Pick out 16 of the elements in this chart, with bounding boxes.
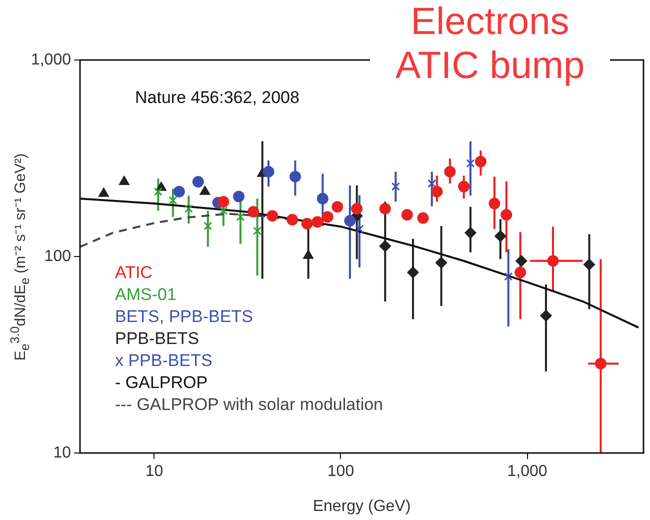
x-tick-label: 100 <box>327 463 354 480</box>
text: ATIC <box>115 262 154 284</box>
y-tick-label: 100 <box>44 248 72 265</box>
text: AMS-01 <box>115 284 178 306</box>
y-tick-label: 10 <box>53 444 72 462</box>
text: x PPB-BETS <box>115 350 214 372</box>
text: - GALPROP <box>115 372 209 394</box>
annotation: Nature 456:362, 2008 <box>135 88 300 108</box>
text: PPB-BETS <box>115 328 200 350</box>
x-tick-label: 10 <box>145 463 164 480</box>
x-axis-title: Energy (GeV) <box>312 498 411 515</box>
x-tick-label: 1,000 <box>507 463 548 480</box>
chart-title: Electrons ATIC bump <box>370 0 610 88</box>
text: BETS, PPB-BETS <box>115 306 254 328</box>
text: --- GALPROP with solar modulation <box>115 394 384 416</box>
y-tick-label: 1,000 <box>30 51 72 68</box>
